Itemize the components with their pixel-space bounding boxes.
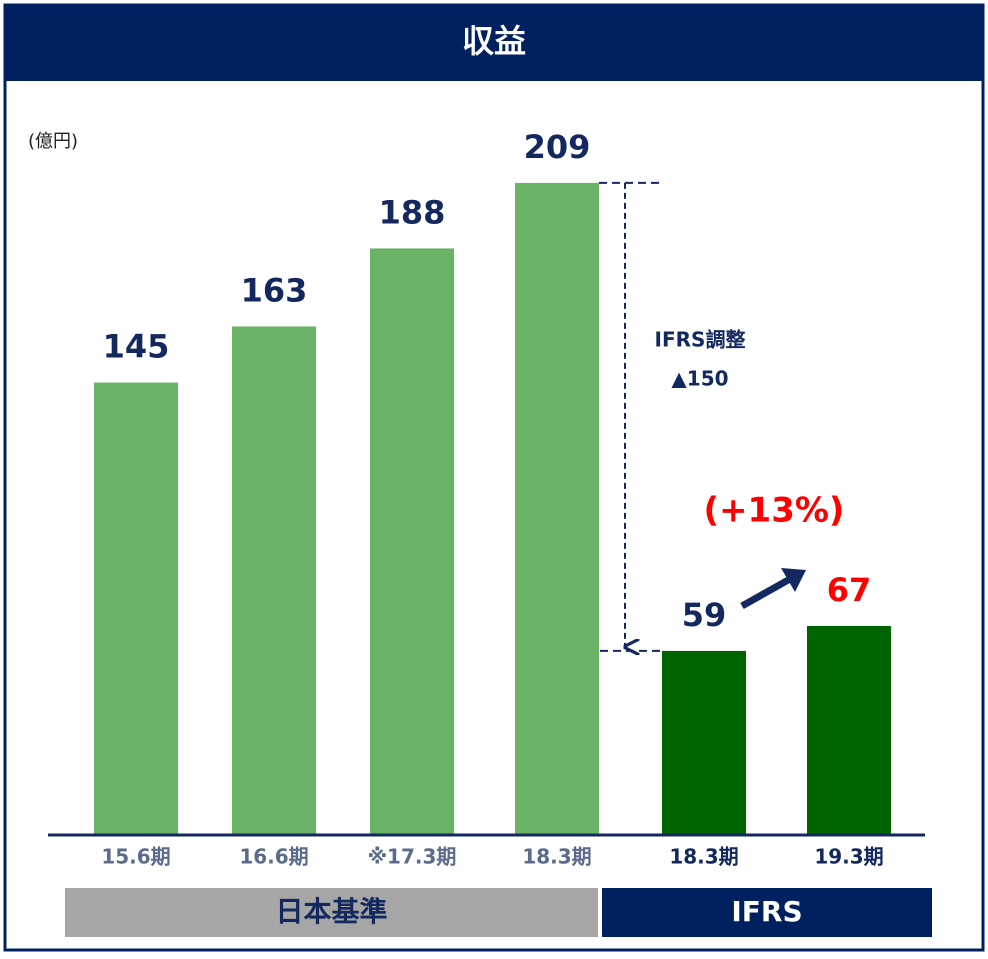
x-tick-label: 15.6期 [101, 845, 170, 869]
bar [94, 382, 178, 835]
x-tick-label: 18.3期 [522, 845, 591, 869]
title-band [5, 5, 983, 81]
value-label: 67 [827, 571, 872, 609]
value-label: 59 [682, 596, 727, 634]
x-tick-label: 18.3期 [669, 845, 738, 869]
group-label: IFRS [731, 895, 802, 928]
bar [515, 182, 599, 836]
x-tick-label: 19.3期 [814, 845, 883, 869]
bar [662, 650, 746, 835]
group-band [65, 888, 598, 937]
chart-title: 収益 [462, 22, 526, 60]
bar [370, 248, 454, 835]
value-label: 145 [103, 328, 170, 366]
unit-label: (億円) [28, 131, 78, 152]
bar [232, 326, 316, 835]
growth-arrow [740, 575, 792, 610]
annotation: ▲150 [671, 367, 728, 391]
annotation: IFRS調整 [655, 328, 746, 352]
growth-arrowhead [781, 568, 806, 592]
value-label: 188 [379, 193, 446, 231]
bar [807, 625, 891, 835]
annotation: (+13%) [704, 491, 845, 531]
x-tick-label: 16.6期 [239, 845, 308, 869]
value-label: 209 [524, 128, 591, 166]
group-label: 日本基準 [275, 895, 387, 928]
value-label: 163 [241, 271, 308, 309]
x-tick-label: ※17.3期 [368, 845, 457, 869]
group-band [602, 888, 932, 937]
